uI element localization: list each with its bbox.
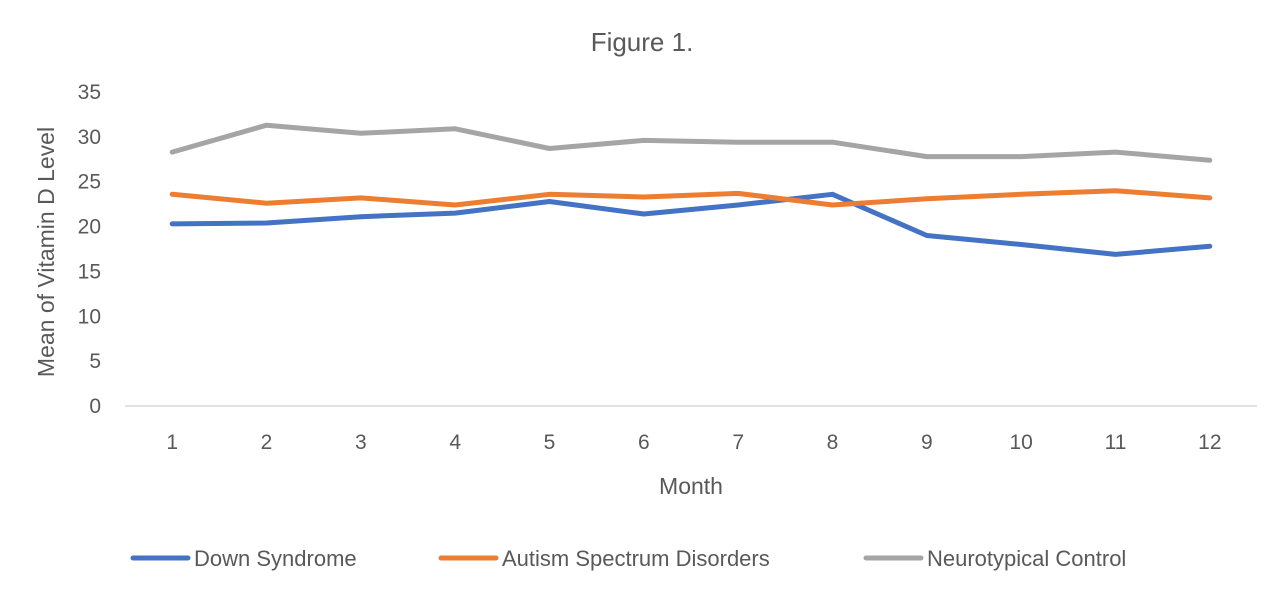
y-axis-title: Mean of Vitamin D Level bbox=[33, 127, 59, 377]
legend-label: Neurotypical Control bbox=[927, 546, 1126, 571]
x-tick-label: 10 bbox=[1009, 431, 1032, 454]
x-tick-label: 4 bbox=[449, 431, 461, 454]
legend-label: Autism Spectrum Disorders bbox=[502, 546, 770, 571]
x-tick-label: 12 bbox=[1198, 431, 1221, 454]
y-tick-label: 20 bbox=[78, 216, 101, 239]
x-tick-label: 6 bbox=[638, 431, 650, 454]
x-tick-label: 2 bbox=[261, 431, 273, 454]
x-tick-label: 3 bbox=[355, 431, 367, 454]
chart-title: Figure 1. bbox=[591, 27, 694, 57]
y-axis-tick-labels: 0 5 10 15 20 25 30 35 bbox=[78, 81, 101, 418]
y-tick-label: 35 bbox=[78, 81, 101, 104]
series-line-1 bbox=[169, 191, 1213, 257]
y-tick-label: 30 bbox=[78, 126, 101, 149]
y-tick-label: 25 bbox=[78, 171, 101, 194]
y-tick-label: 15 bbox=[78, 260, 101, 283]
legend-label: Down Syndrome bbox=[194, 546, 357, 571]
y-tick-label: 0 bbox=[89, 395, 101, 418]
series-line-3 bbox=[169, 122, 1213, 163]
y-tick-label: 10 bbox=[78, 305, 101, 328]
x-tick-label: 1 bbox=[166, 431, 178, 454]
x-tick-label: 7 bbox=[732, 431, 744, 454]
series-line-2 bbox=[169, 188, 1213, 208]
x-tick-label: 11 bbox=[1105, 431, 1127, 454]
x-axis-title: Month bbox=[659, 473, 723, 499]
x-tick-label: 8 bbox=[827, 431, 839, 454]
y-tick-label: 5 bbox=[89, 350, 101, 373]
series-lines bbox=[169, 122, 1213, 257]
legend: Down Syndrome Autism Spectrum Disorders Ne… bbox=[130, 546, 1126, 571]
x-axis-tick-labels: 1 2 3 4 5 6 7 8 9 10 11 12 bbox=[166, 431, 1221, 454]
x-tick-label: 9 bbox=[921, 431, 933, 454]
x-tick-label: 5 bbox=[544, 431, 556, 454]
